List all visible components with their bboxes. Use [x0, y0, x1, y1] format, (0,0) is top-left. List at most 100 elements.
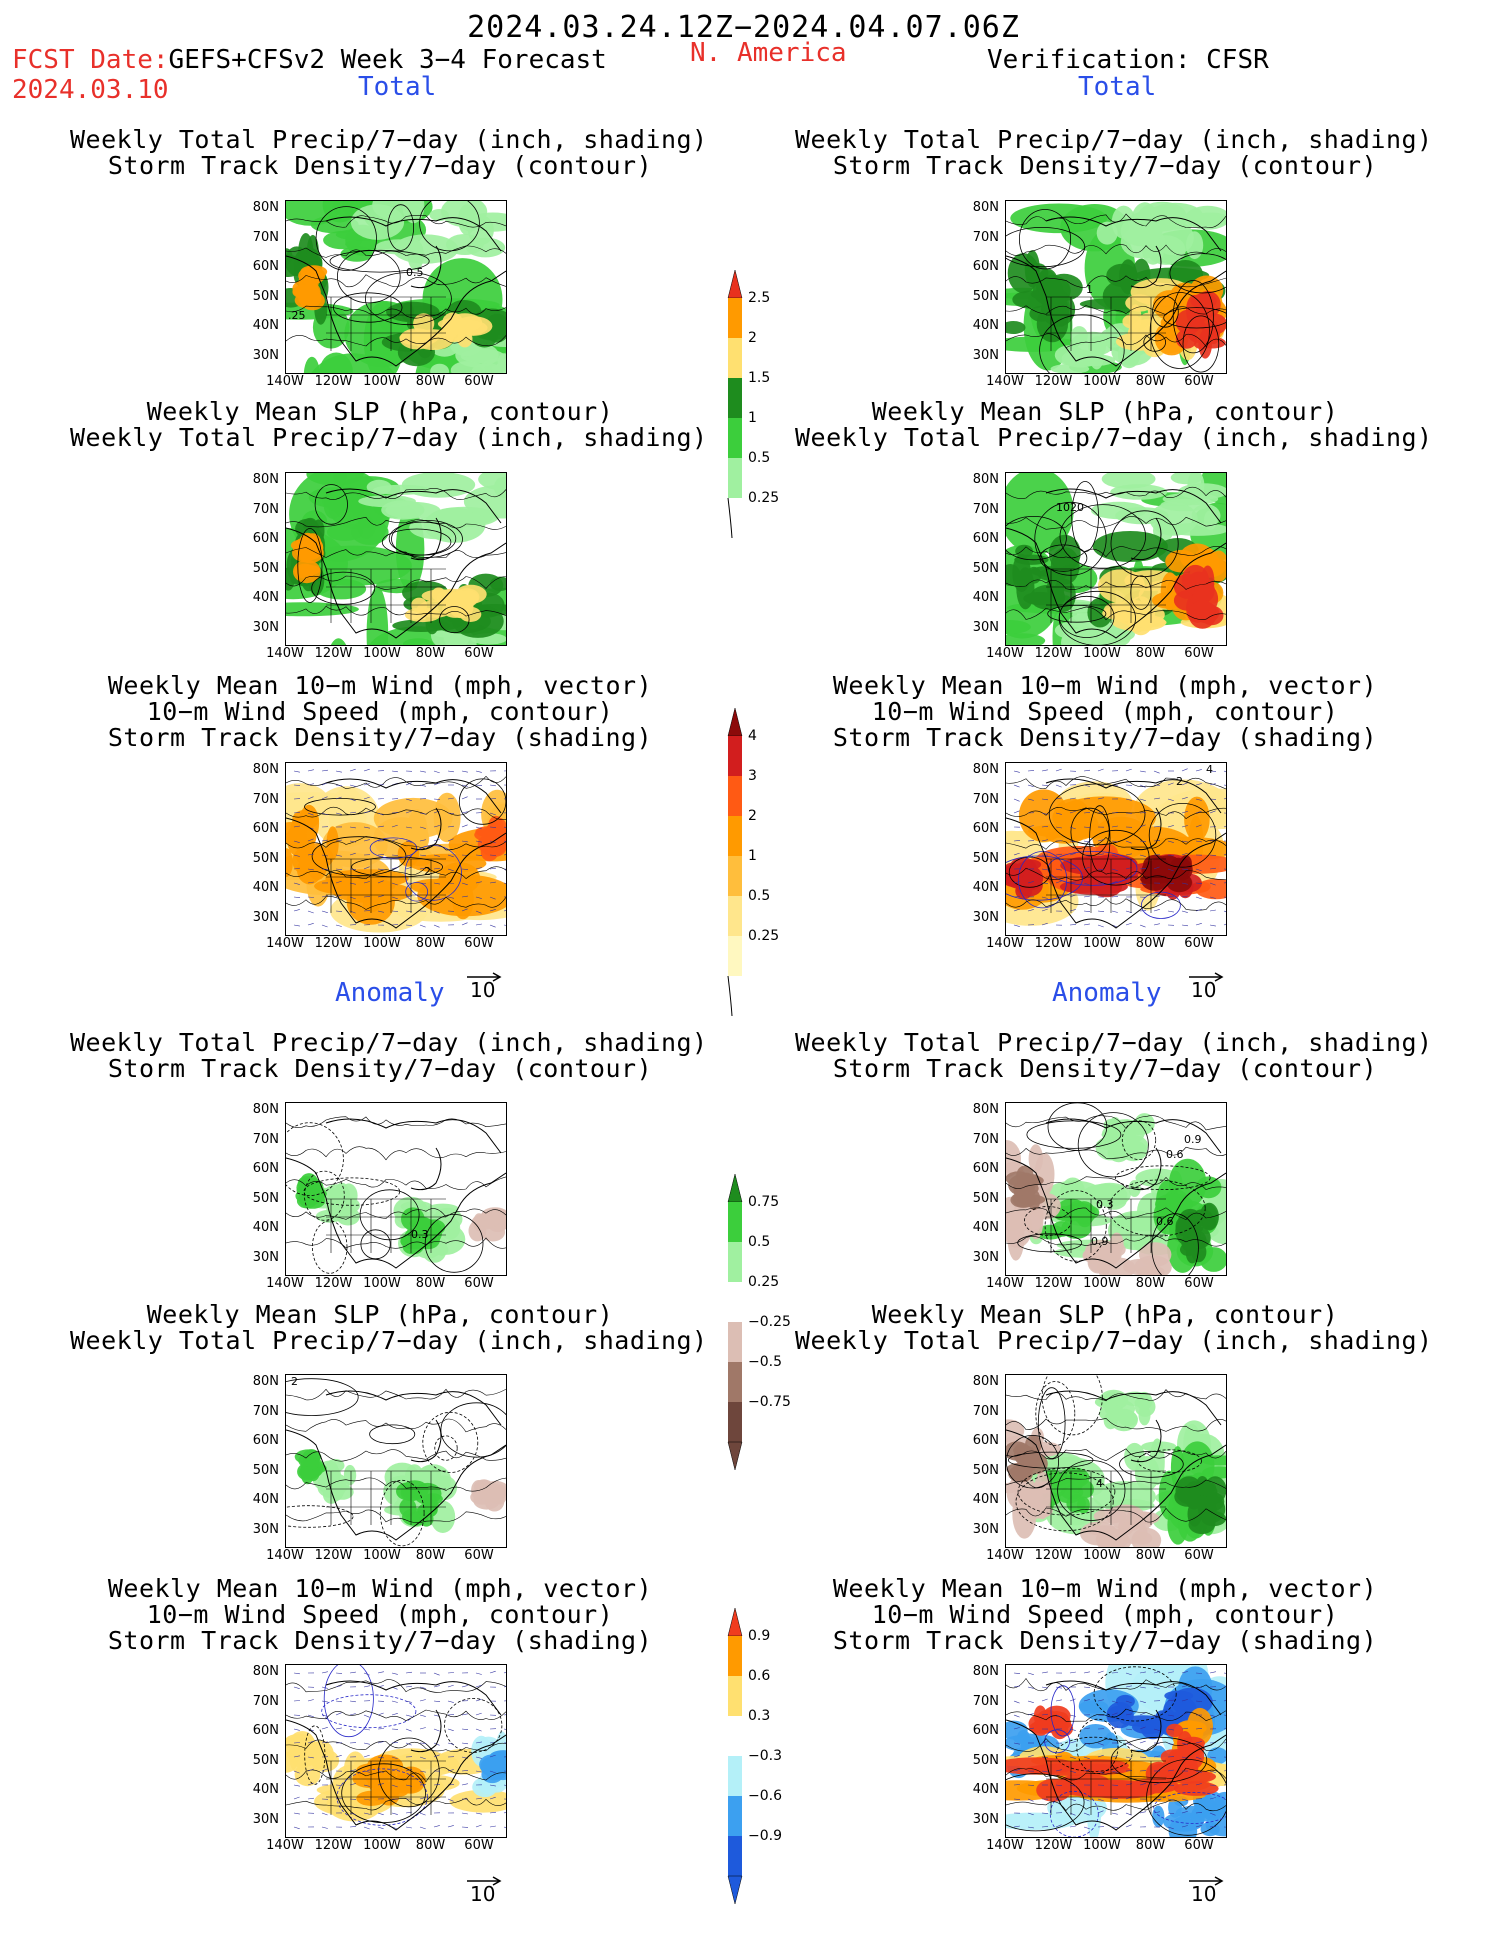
lon-tick-label: 120W	[311, 374, 357, 389]
lat-tick-label: 70N	[961, 230, 999, 245]
colorbar-segment	[728, 1202, 742, 1242]
wind-vector	[364, 1743, 370, 1744]
wind-vector	[462, 923, 468, 925]
lat-tick-label: 80N	[241, 762, 279, 777]
shading-cell	[1049, 535, 1081, 572]
contour-label: 0.5	[406, 266, 424, 279]
colorbar-label: 0.5	[748, 888, 770, 904]
wind-vector	[1098, 1671, 1104, 1673]
lat-tick-label: 50N	[961, 1463, 999, 1478]
lat-tick-label: 60N	[241, 259, 279, 274]
wind-vector	[406, 1672, 412, 1673]
panel-title-2: Weekly Total Precip/7−day (inch, shading…	[795, 127, 1415, 179]
wind-vector	[350, 785, 356, 787]
lon-tick-label: 80W	[1128, 1276, 1174, 1291]
wind-vector	[294, 1673, 300, 1674]
lat-tick-label: 40N	[961, 1220, 999, 1235]
shading-cell	[1025, 1174, 1041, 1185]
wind-vector	[462, 1784, 468, 1785]
wind-vector	[1098, 925, 1104, 927]
wind-vector	[420, 1728, 426, 1730]
contour-line	[286, 1147, 506, 1160]
wind-vector	[1028, 770, 1034, 771]
colorbar-label: 0.5	[748, 450, 770, 466]
lat-tick-label: 80N	[241, 1374, 279, 1389]
wind-vector	[1098, 911, 1104, 912]
vector-ref-label-2: 10	[1191, 978, 1216, 1002]
wind-vector	[308, 1798, 314, 1799]
lat-tick-label: 60N	[241, 1433, 279, 1448]
lon-tick-label: 60W	[456, 936, 502, 951]
lon-tick-label: 80W	[408, 1838, 454, 1853]
shading-cell	[1122, 1124, 1145, 1143]
map-panel-11	[285, 1664, 507, 1838]
lon-tick-label: 100W	[1079, 936, 1125, 951]
contour-line	[361, 1230, 390, 1259]
shading-cell	[1115, 507, 1168, 524]
lat-tick-label: 40N	[961, 1492, 999, 1507]
lat-tick-label: 80N	[961, 472, 999, 487]
wind-vector	[1014, 1673, 1020, 1674]
wind-vector	[378, 799, 384, 800]
colorbar-anom-storm	[726, 1608, 744, 1950]
lon-tick-label: 60W	[1176, 646, 1222, 661]
wind-vector	[308, 1700, 314, 1702]
lon-tick-label: 140W	[262, 1548, 308, 1563]
wind-vector	[308, 923, 314, 925]
wind-vector	[1126, 769, 1132, 771]
wind-vector	[490, 925, 496, 927]
lon-tick-label: 140W	[262, 1838, 308, 1853]
lon-tick-label: 60W	[456, 1548, 502, 1563]
colorbar-label: 3	[748, 768, 757, 784]
wind-vector	[392, 1813, 398, 1815]
lat-tick-label: 30N	[961, 1522, 999, 1537]
wind-vector	[364, 1755, 370, 1757]
wind-vector	[1070, 1715, 1076, 1716]
wind-vector	[406, 1686, 412, 1687]
wind-vector	[1196, 923, 1202, 925]
colorbar-label: 0.5	[748, 1234, 770, 1250]
wind-vector	[476, 1713, 482, 1715]
colorbar-label: 0.9	[748, 1628, 770, 1644]
lat-tick-label: 40N	[241, 880, 279, 895]
shading-cell	[1180, 1243, 1196, 1256]
shading-cell	[1006, 321, 1026, 334]
colorbar-label: 2.5	[748, 290, 770, 306]
lat-tick-label: 50N	[241, 561, 279, 576]
lon-tick-label: 60W	[1176, 1548, 1222, 1563]
lat-tick-label: 30N	[961, 620, 999, 635]
wind-vector	[1014, 785, 1020, 787]
colorbar-label: −0.5	[748, 1354, 782, 1370]
contour-label: 0.9	[1091, 1235, 1109, 1248]
shading-cell	[381, 500, 424, 520]
panel-title-1: Weekly Total Precip/7−day (inch, shading…	[70, 127, 690, 179]
wind-vector	[504, 1700, 506, 1701]
wind-vector	[322, 1672, 328, 1673]
lon-tick-label: 100W	[359, 936, 405, 951]
contour-line	[286, 1710, 506, 1721]
lat-tick-label: 60N	[241, 531, 279, 546]
wind-vector	[420, 925, 426, 927]
map-plot-11	[286, 1665, 506, 1837]
wind-vector	[476, 771, 482, 772]
map-panel-7: 0.3	[285, 1102, 507, 1276]
contour-line	[312, 1221, 347, 1273]
map-plot-2: 1	[1006, 201, 1226, 373]
shading-cell	[323, 231, 362, 249]
wind-vector	[462, 1685, 468, 1687]
colorbar-segment	[728, 338, 742, 378]
lat-tick-label: 40N	[961, 880, 999, 895]
wind-vector	[350, 1701, 356, 1702]
wind-vector	[1224, 771, 1226, 773]
wind-vector	[448, 1673, 454, 1674]
colorbar-segment	[728, 816, 742, 856]
shading-cell	[300, 1467, 314, 1479]
wind-vector	[294, 909, 300, 911]
lat-tick-label: 70N	[241, 502, 279, 517]
colorbar-label: 0.25	[748, 490, 779, 506]
colorbar-total-storm	[726, 708, 744, 1050]
wind-vector	[350, 769, 356, 771]
colorbar-segment	[728, 418, 742, 458]
shading-cell	[1030, 585, 1065, 610]
